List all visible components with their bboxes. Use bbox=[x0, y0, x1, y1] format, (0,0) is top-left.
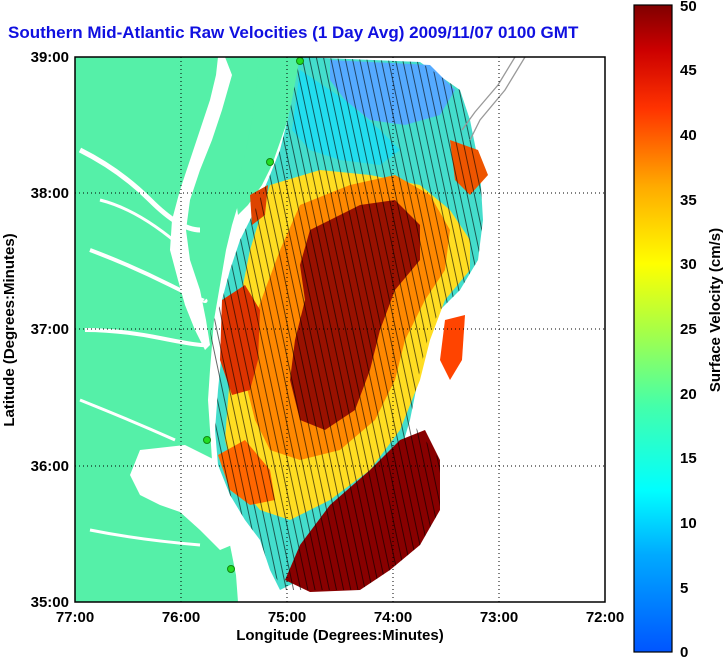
river-4 bbox=[99, 198, 186, 252]
y-axis-label: Latitude (Degrees:Minutes) bbox=[1, 233, 18, 426]
station-marker bbox=[266, 158, 274, 166]
colorbar-tick: 20 bbox=[680, 386, 697, 403]
map-title: Southern Mid-Atlantic Raw Velocities (1 … bbox=[8, 23, 579, 42]
colorbar-tick: 25 bbox=[680, 321, 697, 338]
colorbar-tick: 50 bbox=[680, 0, 697, 15]
x-tick-label: 72:00 bbox=[586, 609, 624, 626]
x-ticks: 77:00 76:00 75:00 74:00 73:00 72:00 bbox=[56, 609, 624, 626]
y-tick-label: 37:00 bbox=[31, 321, 69, 338]
colorbar-tick: 15 bbox=[680, 450, 697, 467]
velocity-region-east-spur bbox=[440, 315, 465, 380]
x-tick-label: 74:00 bbox=[374, 609, 412, 626]
velocity-field bbox=[210, 57, 488, 592]
river-5 bbox=[79, 398, 176, 442]
velocity-arrows bbox=[210, 57, 483, 590]
axes-frame bbox=[74, 56, 606, 603]
river-6 bbox=[89, 528, 201, 547]
colorbar-tick: 5 bbox=[680, 580, 688, 597]
colorbar-tick: 45 bbox=[680, 62, 697, 79]
y-tick-label: 38:00 bbox=[31, 185, 69, 202]
bathymetry-contour-2 bbox=[461, 57, 516, 131]
y-tick-label: 39:00 bbox=[31, 49, 69, 66]
river-3 bbox=[84, 328, 206, 348]
map-plot-area bbox=[75, 57, 605, 602]
station-marker bbox=[203, 436, 211, 444]
x-tick-label: 73:00 bbox=[480, 609, 518, 626]
x-axis-label: Longitude (Degrees:Minutes) bbox=[236, 627, 444, 644]
station-marker bbox=[296, 57, 304, 65]
colorbar-tick: 0 bbox=[680, 644, 688, 659]
delmarva-peninsula bbox=[236, 57, 300, 215]
y-tick-label: 36:00 bbox=[31, 458, 69, 475]
colorbar-tick: 30 bbox=[680, 256, 697, 273]
colorbar: 0 5 10 15 20 25 30 35 40 45 50 Surface V… bbox=[633, 0, 724, 661]
colorbar-tick: 10 bbox=[680, 515, 697, 532]
y-ticks: 39:00 38:00 37:00 36:00 35:00 bbox=[31, 49, 69, 611]
x-tick-label: 77:00 bbox=[56, 609, 94, 626]
colorbar-tick: 35 bbox=[680, 192, 697, 209]
bathymetry-contour-1 bbox=[469, 57, 526, 141]
chesapeake-bay bbox=[170, 57, 232, 350]
y-tick-label: 35:00 bbox=[31, 594, 69, 611]
x-tick-label: 75:00 bbox=[268, 609, 306, 626]
colorbar-tick: 40 bbox=[680, 127, 697, 144]
river-2 bbox=[89, 248, 208, 303]
x-tick-label: 76:00 bbox=[162, 609, 200, 626]
colorbar-label: Surface Velocity (cm/s) bbox=[707, 228, 724, 392]
river-1 bbox=[78, 147, 201, 233]
grid bbox=[75, 57, 605, 602]
colorbar-gradient bbox=[633, 4, 673, 653]
station-marker bbox=[227, 565, 235, 573]
